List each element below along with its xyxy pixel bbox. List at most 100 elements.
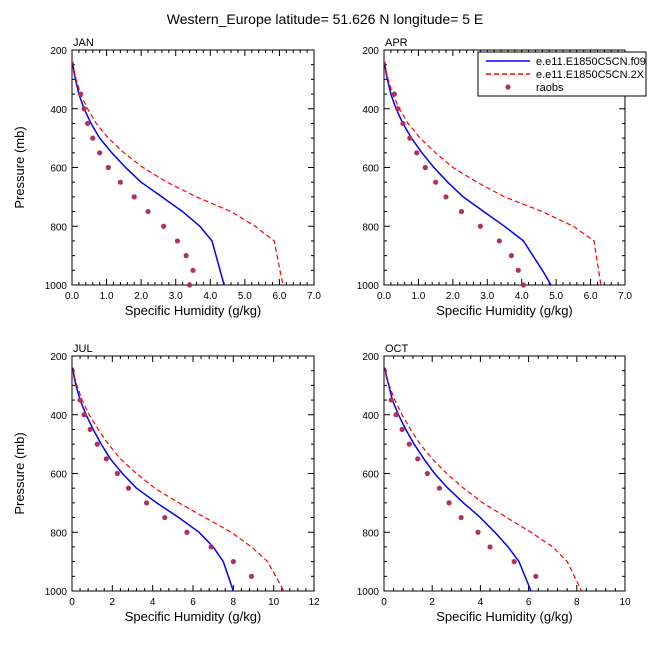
y-tick-label: 800: [362, 222, 379, 233]
panel-label-apr: APR: [385, 37, 408, 49]
raobs-point: [162, 514, 168, 521]
raobs-point: [81, 106, 87, 112]
raobs-point: [186, 282, 193, 288]
x-tick-label: 5.0: [549, 291, 563, 302]
raobs-point: [433, 179, 439, 185]
y-tick-label: 400: [362, 411, 379, 422]
y-tick-label: 1000: [357, 587, 380, 598]
raobs-point: [125, 485, 132, 491]
raobs-point: [388, 397, 394, 403]
raobs-point: [174, 238, 181, 244]
raobs-point: [458, 208, 465, 215]
series-line-f09-oct: [384, 367, 532, 592]
legend: e.e11.E1850C5CN.f09e.e11.E1850C5CN.2Xrao…: [477, 51, 647, 97]
raobs-point: [496, 238, 502, 244]
series-line-f09-jan: [71, 61, 225, 286]
plot-frame-jul: [71, 355, 315, 592]
x-tick-label: 2: [429, 597, 435, 608]
y-tick-label: 200: [50, 46, 67, 57]
raobs-point: [105, 164, 111, 171]
series-line-2x-apr: [384, 61, 602, 286]
x-axis-title: Specific Humidity (g/kg): [125, 609, 262, 624]
raobs-point: [395, 106, 401, 112]
x-tick-label: 8: [231, 597, 237, 608]
raobs-point: [145, 208, 151, 215]
x-tick-label: 4.0: [203, 291, 217, 302]
raobs-point: [407, 135, 413, 141]
x-tick-label: 12: [308, 597, 320, 608]
x-axis-title: Specific Humidity (g/kg): [125, 303, 262, 318]
raobs-point: [144, 500, 150, 506]
x-tick-label: 3.0: [480, 291, 494, 302]
x-tick-label: 0: [381, 597, 387, 608]
raobs-point: [533, 573, 539, 579]
panel-oct: 0 2 4 6 8 10 200 400 600 800 1000 OCT Specific Humid…: [357, 343, 631, 624]
panels: 0.0 1.0 2.0 3.0 4.0 5.0 6.0 7.02004006008001000…: [12, 37, 632, 624]
raobs-point: [248, 573, 255, 579]
y-tick-label: 600: [362, 470, 379, 481]
legend-label-f09: e.e11.E1850C5CN.f09: [536, 56, 646, 68]
x-tick-label: 3.0: [169, 291, 183, 302]
panel-jan: 0.0 1.0 2.0 3.0 4.0 5.0 6.0 7.0 200 400 600 800 1000…: [12, 37, 321, 318]
raobs-point: [400, 120, 406, 127]
y-tick-label: 600: [50, 164, 67, 175]
x-tick-label: 1.0: [100, 291, 114, 302]
raobs-point: [424, 470, 430, 477]
raobs-point: [458, 514, 464, 521]
series-line-2x-oct: [384, 367, 583, 592]
raobs-point: [515, 267, 521, 273]
x-tick-label: 4: [478, 597, 484, 608]
raobs-point: [184, 529, 190, 535]
raobs-point: [487, 544, 493, 550]
raobs-point: [414, 150, 420, 156]
y-tick-label: 600: [362, 164, 379, 175]
y-tick-label: 1000: [45, 587, 68, 598]
x-tick-label: 6.0: [272, 291, 286, 302]
y-tick-label: 1000: [357, 281, 380, 292]
x-tick-label: 4.0: [515, 291, 529, 302]
x-tick-label: 7.0: [307, 291, 321, 302]
panel-apr: 0.0 1.0 2.0 3.0 4.0 5.0 6.0 7.0 200 400 600 800 1000…: [357, 37, 633, 318]
legend-label-raobs: raobs: [536, 82, 564, 94]
plot-frame-oct: [383, 355, 626, 592]
raobs-point: [230, 559, 236, 565]
x-tick-label: 10: [619, 597, 631, 608]
panel-jul: 0 2 4 6 8 10 12 200 400 600 800 1000 JUL Specific Hum…: [12, 343, 320, 624]
y-tick-label: 400: [50, 411, 67, 422]
y-axis-title: Pressure (mb): [12, 432, 27, 514]
x-tick-label: 2.0: [446, 291, 460, 302]
legend-label-2x: e.e11.E1850C5CN.2X: [536, 69, 645, 81]
raobs-point: [511, 559, 517, 565]
raobs-point: [508, 253, 514, 259]
legend-marker-raobs: [505, 84, 511, 90]
x-tick-label: 5.0: [238, 291, 252, 302]
y-tick-label: 600: [50, 470, 67, 481]
x-tick-label: 6: [190, 597, 196, 608]
panel-label-oct: OCT: [385, 343, 409, 355]
x-tick-label: 0.0: [65, 291, 79, 302]
panel-label-jul: JUL: [73, 343, 93, 355]
x-tick-label: 1.0: [411, 291, 425, 302]
raobs-point: [94, 441, 100, 447]
raobs-point: [161, 223, 167, 229]
raobs-point: [208, 544, 214, 550]
x-tick-label: 0.0: [377, 291, 391, 302]
y-tick-label: 800: [50, 528, 67, 539]
raobs-point: [436, 485, 443, 491]
x-tick-label: 8: [574, 597, 580, 608]
raobs-point: [415, 456, 421, 462]
raobs-point: [81, 412, 87, 418]
x-tick-label: 2: [110, 597, 116, 608]
x-tick-label: 6: [526, 597, 532, 608]
x-tick-label: 7.0: [618, 291, 632, 302]
raobs-point: [190, 267, 196, 273]
y-tick-label: 200: [362, 46, 379, 57]
raobs-point: [131, 194, 137, 200]
raobs-point: [520, 282, 527, 288]
series-line-2x-jul: [72, 367, 285, 592]
raobs-point: [78, 91, 84, 97]
raobs-point: [77, 397, 83, 403]
raobs-point: [422, 164, 428, 171]
x-axis-title: Specific Humidity (g/kg): [436, 609, 573, 624]
